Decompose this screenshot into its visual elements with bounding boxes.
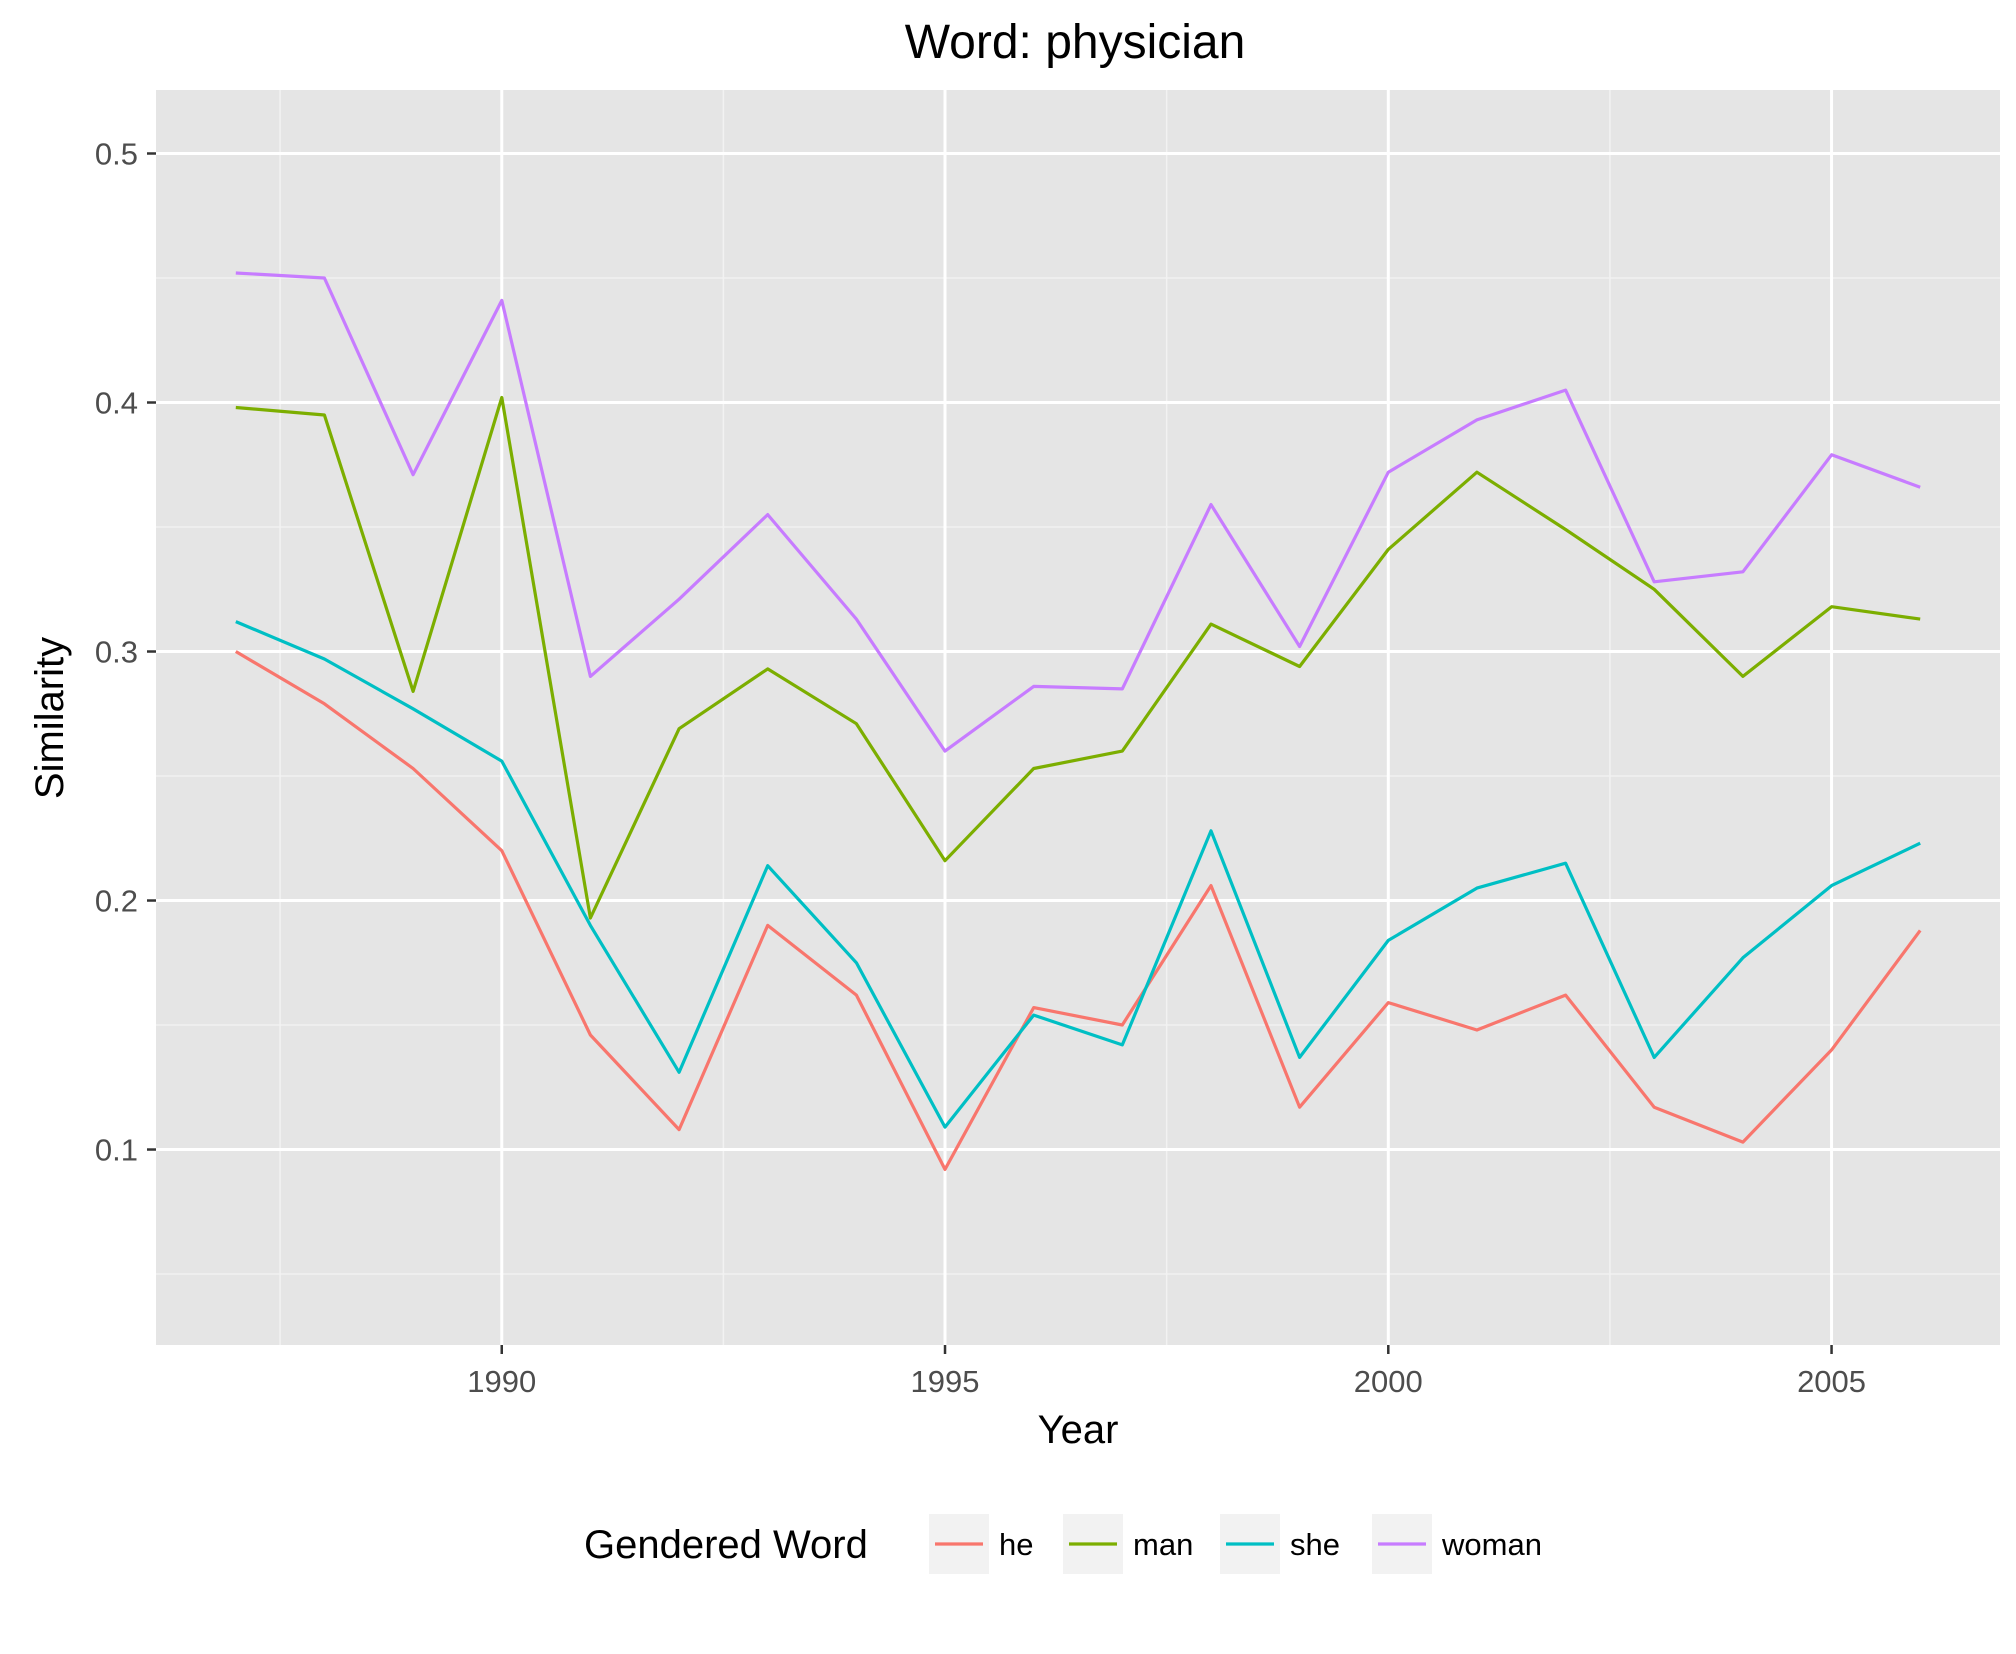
series-line-he (234, 650, 1922, 1172)
series-line-man (235, 395, 1921, 920)
legend-label-man: man (1133, 1527, 1193, 1562)
x-axis: 1990 1995 2000 2005 (467, 1345, 1866, 1399)
legend-label-he: he (999, 1527, 1033, 1562)
x-tick-label: 2005 (1797, 1364, 1866, 1399)
chart-title: Word: physician (905, 16, 1246, 69)
y-tick-label: 0.5 (95, 136, 138, 171)
x-tick-label: 2000 (1354, 1364, 1423, 1399)
legend-label-she: she (1290, 1527, 1340, 1562)
x-tick-label: 1995 (911, 1364, 980, 1399)
x-axis-title: Year (1038, 1408, 1119, 1452)
series-lines (234, 271, 1922, 1172)
series-line-woman (235, 271, 1921, 753)
major-gridlines (156, 90, 2000, 1345)
series-line-she (235, 620, 1921, 1129)
plot-panel (156, 90, 2000, 1345)
y-tick-label: 0.3 (95, 635, 138, 670)
y-axis-title: Similarity (28, 637, 72, 799)
y-tick-label: 0.2 (95, 884, 138, 919)
y-axis: 0.1 0.2 0.3 0.4 0.5 (95, 136, 156, 1168)
y-tick-label: 0.1 (95, 1133, 138, 1168)
x-tick-label: 1990 (467, 1364, 536, 1399)
legend-title: Gendered Word (584, 1523, 868, 1567)
legend: Gendered Word he man she woman (584, 1514, 1542, 1574)
legend-label-woman: woman (1441, 1527, 1542, 1562)
y-tick-label: 0.4 (95, 386, 138, 421)
